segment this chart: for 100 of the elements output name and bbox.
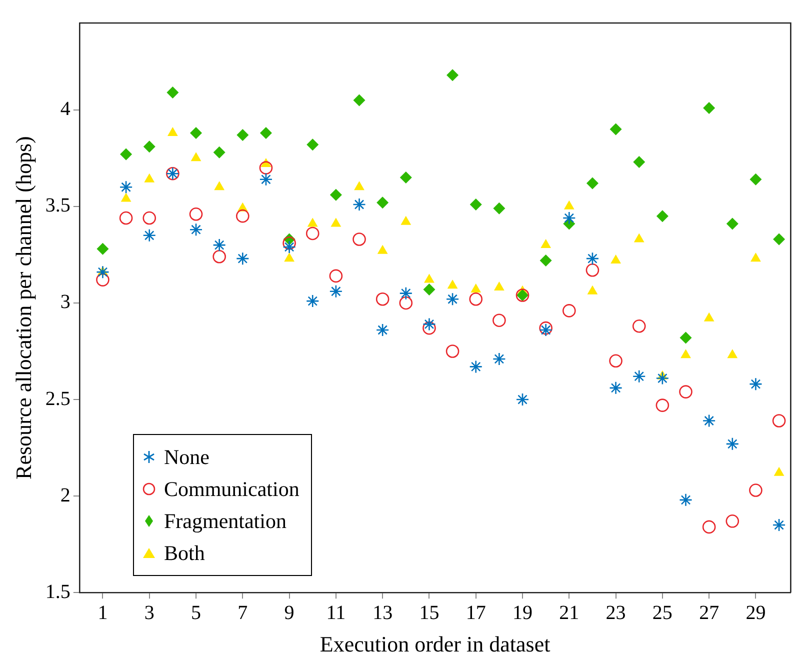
point — [516, 392, 530, 406]
point — [470, 198, 482, 210]
point — [610, 123, 622, 136]
point — [96, 242, 109, 255]
point — [540, 239, 552, 248]
point — [424, 274, 434, 283]
point — [587, 285, 598, 294]
point — [634, 233, 644, 242]
point — [259, 172, 273, 186]
point — [632, 370, 646, 383]
y-tick-label: 2.5 — [45, 388, 70, 410]
point — [774, 466, 784, 476]
point — [540, 254, 552, 266]
y-tick-label: 1.5 — [45, 580, 70, 603]
x-tick-label: 1 — [98, 602, 108, 624]
point — [306, 226, 320, 240]
point — [702, 414, 716, 428]
y-axis-title: Resource allocation per channel (hops) — [10, 136, 36, 480]
point — [726, 514, 740, 528]
point — [259, 161, 273, 174]
legend-label: Communication — [164, 476, 300, 503]
point — [260, 127, 272, 140]
point — [422, 321, 436, 335]
point — [493, 202, 506, 214]
legend-label: None — [164, 444, 210, 471]
point — [772, 518, 786, 532]
point — [446, 292, 460, 306]
x-axis-title: Execution order in dataset — [320, 632, 550, 657]
point — [610, 254, 621, 264]
point — [609, 381, 622, 395]
point — [494, 282, 504, 291]
y-tick-label: 2 — [60, 484, 70, 506]
point — [680, 332, 692, 344]
point — [144, 173, 155, 182]
point — [446, 344, 460, 358]
point — [679, 493, 692, 507]
point — [190, 152, 202, 162]
point — [354, 181, 364, 190]
point — [306, 138, 319, 151]
point — [656, 398, 670, 412]
point — [376, 323, 390, 337]
y-tick-label: 3.5 — [45, 194, 70, 217]
legend-label: Both — [164, 540, 205, 567]
point — [142, 211, 156, 225]
point — [586, 252, 600, 266]
point — [564, 200, 574, 210]
point — [492, 314, 506, 327]
point — [633, 156, 646, 168]
point — [306, 294, 320, 308]
point — [376, 196, 389, 209]
point — [236, 128, 249, 141]
point — [469, 292, 483, 306]
point — [726, 218, 738, 230]
point — [120, 148, 132, 160]
point — [96, 273, 110, 286]
point — [632, 319, 646, 333]
point — [680, 349, 691, 358]
x-tick-label: 7 — [238, 602, 248, 624]
legend-label: Fragmentation — [164, 508, 286, 535]
point — [399, 286, 413, 300]
point — [119, 180, 133, 194]
y-tick-label: 3 — [60, 291, 70, 314]
point — [423, 283, 436, 296]
point — [330, 188, 342, 201]
point — [142, 228, 156, 242]
point — [586, 264, 600, 277]
point — [702, 520, 716, 534]
x-tick-label: 13 — [372, 602, 393, 624]
point — [704, 312, 714, 322]
point — [214, 181, 225, 190]
point — [562, 211, 576, 225]
point — [307, 218, 318, 227]
x-tick-label: 5 — [191, 602, 202, 624]
point — [469, 360, 483, 374]
x-tick-label: 25 — [652, 602, 672, 624]
point — [236, 209, 250, 223]
point — [470, 283, 482, 292]
point — [96, 265, 110, 279]
point — [143, 140, 156, 153]
point — [656, 210, 668, 222]
point — [609, 354, 622, 368]
point — [329, 269, 343, 283]
point — [284, 252, 294, 262]
point — [352, 232, 366, 246]
point — [330, 218, 342, 227]
point — [492, 352, 506, 366]
point — [282, 236, 296, 250]
point — [446, 69, 459, 82]
point — [120, 192, 132, 202]
point — [352, 198, 366, 212]
x-tick-label: 23 — [606, 602, 626, 624]
point — [562, 304, 576, 318]
point — [750, 173, 762, 186]
point — [189, 208, 203, 221]
x-tick-label: 9 — [284, 602, 294, 624]
point — [212, 250, 226, 264]
x-tick-label: 27 — [699, 602, 720, 624]
x-tick-label: 21 — [559, 602, 580, 624]
x-tick-label: 19 — [512, 602, 533, 624]
point — [447, 280, 458, 289]
